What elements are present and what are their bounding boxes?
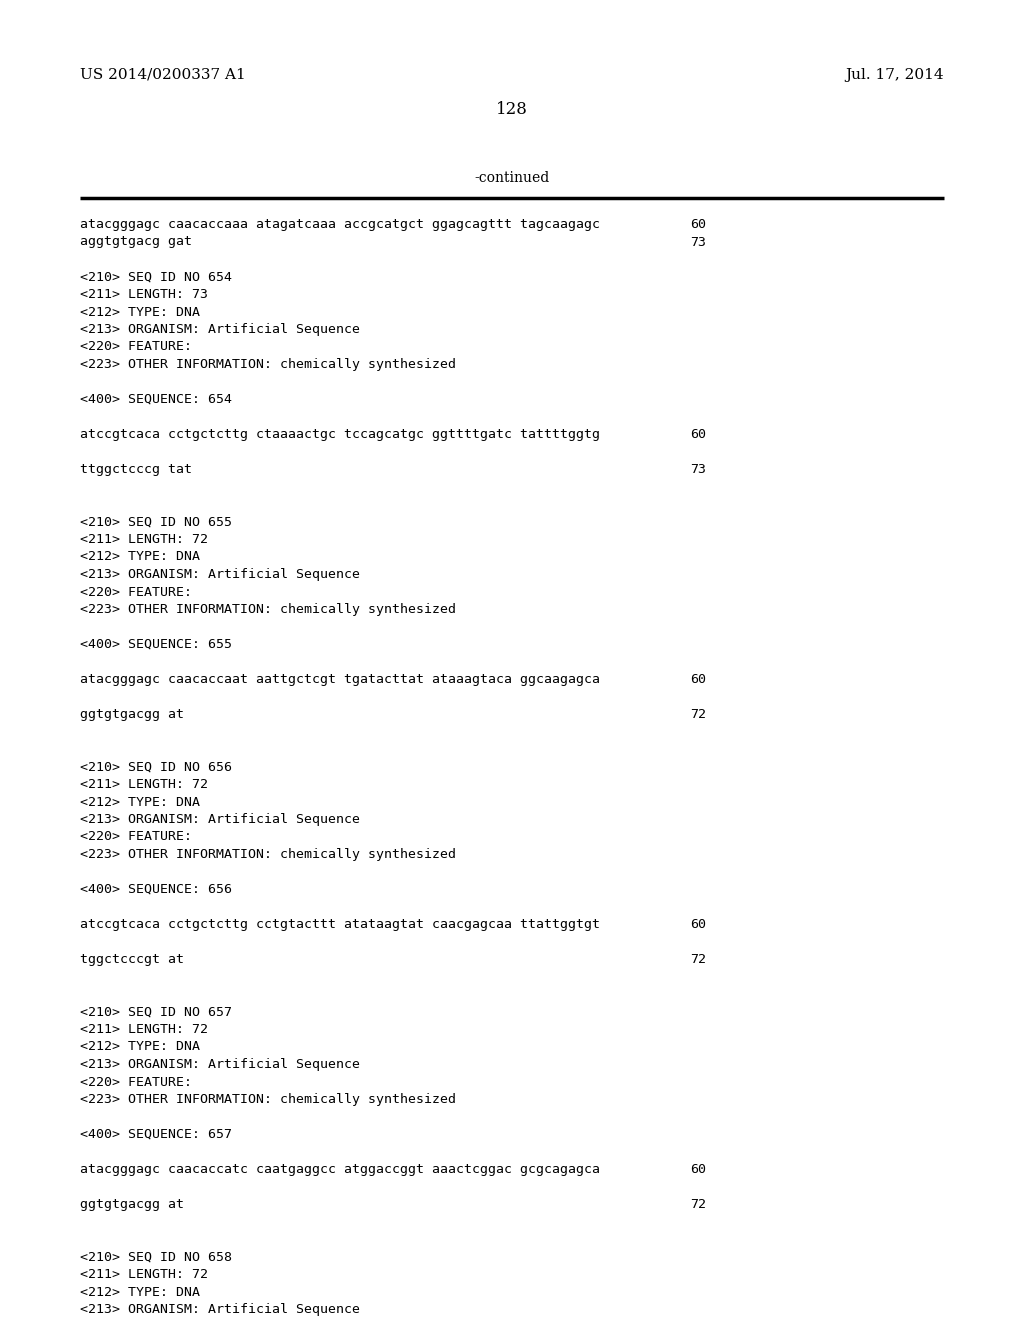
Text: <210> SEQ ID NO 655: <210> SEQ ID NO 655 [80,516,232,528]
Text: ggtgtgacgg at: ggtgtgacgg at [80,708,184,721]
Text: <223> OTHER INFORMATION: chemically synthesized: <223> OTHER INFORMATION: chemically synt… [80,358,456,371]
Text: 73: 73 [690,463,706,477]
Text: 73: 73 [690,235,706,248]
Text: atccgtcaca cctgctcttg cctgtacttt atataagtat caacgagcaa ttattggtgt: atccgtcaca cctgctcttg cctgtacttt atataag… [80,917,600,931]
Text: <213> ORGANISM: Artificial Sequence: <213> ORGANISM: Artificial Sequence [80,1059,360,1071]
Text: 60: 60 [690,673,706,686]
Text: 72: 72 [690,1199,706,1210]
Text: <210> SEQ ID NO 654: <210> SEQ ID NO 654 [80,271,232,284]
Text: <213> ORGANISM: Artificial Sequence: <213> ORGANISM: Artificial Sequence [80,1303,360,1316]
Text: <400> SEQUENCE: 656: <400> SEQUENCE: 656 [80,883,232,896]
Text: <223> OTHER INFORMATION: chemically synthesized: <223> OTHER INFORMATION: chemically synt… [80,847,456,861]
Text: ttggctcccg tat: ttggctcccg tat [80,463,193,477]
Text: <211> LENGTH: 72: <211> LENGTH: 72 [80,1269,208,1280]
Text: <211> LENGTH: 72: <211> LENGTH: 72 [80,1023,208,1036]
Text: <213> ORGANISM: Artificial Sequence: <213> ORGANISM: Artificial Sequence [80,813,360,826]
Text: <400> SEQUENCE: 657: <400> SEQUENCE: 657 [80,1129,232,1140]
Text: <210> SEQ ID NO 657: <210> SEQ ID NO 657 [80,1006,232,1019]
Text: <400> SEQUENCE: 655: <400> SEQUENCE: 655 [80,638,232,651]
Text: <220> FEATURE:: <220> FEATURE: [80,830,193,843]
Text: 72: 72 [690,708,706,721]
Text: <212> TYPE: DNA: <212> TYPE: DNA [80,1040,200,1053]
Text: <223> OTHER INFORMATION: chemically synthesized: <223> OTHER INFORMATION: chemically synt… [80,603,456,616]
Text: <220> FEATURE:: <220> FEATURE: [80,586,193,598]
Text: <212> TYPE: DNA: <212> TYPE: DNA [80,1286,200,1299]
Text: <212> TYPE: DNA: <212> TYPE: DNA [80,305,200,318]
Text: -continued: -continued [474,172,550,185]
Text: 60: 60 [690,218,706,231]
Text: <211> LENGTH: 72: <211> LENGTH: 72 [80,533,208,546]
Text: aggtgtgacg gat: aggtgtgacg gat [80,235,193,248]
Text: <213> ORGANISM: Artificial Sequence: <213> ORGANISM: Artificial Sequence [80,323,360,337]
Text: atacgggagc caacaccaaa atagatcaaa accgcatgct ggagcagttt tagcaagagc: atacgggagc caacaccaaa atagatcaaa accgcat… [80,218,600,231]
Text: Jul. 17, 2014: Jul. 17, 2014 [846,69,944,82]
Text: <223> OTHER INFORMATION: chemically synthesized: <223> OTHER INFORMATION: chemically synt… [80,1093,456,1106]
Text: tggctcccgt at: tggctcccgt at [80,953,184,966]
Text: <210> SEQ ID NO 658: <210> SEQ ID NO 658 [80,1250,232,1263]
Text: <220> FEATURE:: <220> FEATURE: [80,341,193,354]
Text: 60: 60 [690,428,706,441]
Text: US 2014/0200337 A1: US 2014/0200337 A1 [80,69,246,82]
Text: atccgtcaca cctgctcttg ctaaaactgc tccagcatgc ggttttgatc tattttggtg: atccgtcaca cctgctcttg ctaaaactgc tccagca… [80,428,600,441]
Text: <213> ORGANISM: Artificial Sequence: <213> ORGANISM: Artificial Sequence [80,568,360,581]
Text: <212> TYPE: DNA: <212> TYPE: DNA [80,796,200,808]
Text: <400> SEQUENCE: 654: <400> SEQUENCE: 654 [80,393,232,407]
Text: ggtgtgacgg at: ggtgtgacgg at [80,1199,184,1210]
Text: atacgggagc caacaccaat aattgctcgt tgatacttat ataaagtaca ggcaagagca: atacgggagc caacaccaat aattgctcgt tgatact… [80,673,600,686]
Text: <220> FEATURE:: <220> FEATURE: [80,1076,193,1089]
Text: 60: 60 [690,1163,706,1176]
Text: <212> TYPE: DNA: <212> TYPE: DNA [80,550,200,564]
Text: atacgggagc caacaccatc caatgaggcc atggaccggt aaactcggac gcgcagagca: atacgggagc caacaccatc caatgaggcc atggacc… [80,1163,600,1176]
Text: <210> SEQ ID NO 656: <210> SEQ ID NO 656 [80,760,232,774]
Text: 72: 72 [690,953,706,966]
Text: <211> LENGTH: 73: <211> LENGTH: 73 [80,288,208,301]
Text: 128: 128 [496,102,528,119]
Text: 60: 60 [690,917,706,931]
Text: <211> LENGTH: 72: <211> LENGTH: 72 [80,777,208,791]
